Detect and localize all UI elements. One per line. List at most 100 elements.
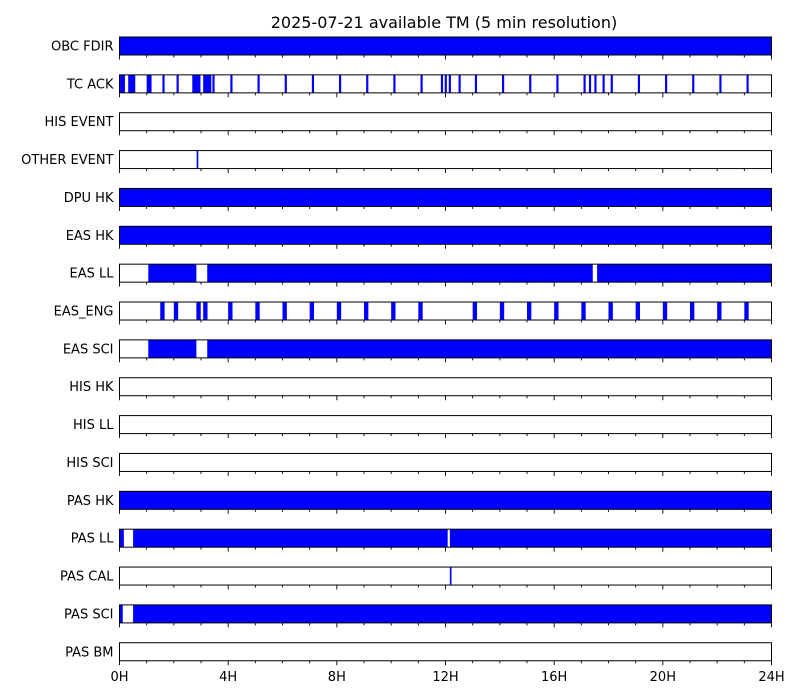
row-label: PAS SCI (64, 607, 113, 622)
row-frame (119, 415, 772, 435)
timeline-row: EAS HK (66, 225, 772, 249)
timeline-row: PAS LL (71, 528, 772, 552)
timeline-row: PAS BM (65, 642, 772, 666)
row-frame (119, 301, 772, 321)
availability-segment (133, 604, 772, 623)
x-tick-label: 8H (328, 670, 346, 685)
availability-segment (255, 302, 260, 321)
availability-segment (336, 302, 342, 321)
row-frame (119, 377, 772, 397)
timeline-row: OBC FDIR (51, 36, 772, 60)
availability-segment (391, 302, 396, 321)
row-label: EAS_ENG (54, 305, 114, 320)
availability-segment (192, 74, 201, 93)
availability-segment (662, 302, 668, 321)
timeline-row: PAS CAL (60, 566, 772, 590)
availability-segment (257, 74, 260, 93)
row-label: OBC FDIR (51, 40, 114, 55)
availability-segment (597, 264, 772, 283)
availability-segment (203, 74, 212, 93)
availability-segment (366, 74, 369, 93)
row-label: EAS SCI (63, 342, 114, 357)
row-label: PAS LL (71, 532, 115, 547)
availability-segment (148, 264, 197, 283)
availability-segment (472, 302, 478, 321)
availability-segment (133, 529, 448, 548)
row-label: TC ACK (66, 77, 114, 92)
availability-segment (746, 74, 749, 93)
timeline-row: PAS SCI (64, 604, 772, 628)
availability-segment (196, 150, 199, 169)
row-label: OTHER EVENT (21, 153, 113, 168)
availability-segment (583, 74, 586, 93)
availability-segment (444, 74, 447, 93)
row-frame (119, 452, 772, 472)
availability-segment (228, 302, 233, 321)
availability-segment (128, 74, 136, 93)
availability-segment (554, 302, 559, 321)
row-label: EAS LL (70, 267, 115, 282)
availability-segment (119, 37, 772, 55)
availability-segment (637, 74, 641, 93)
availability-segment (717, 302, 722, 321)
row-label: PAS BM (65, 645, 113, 660)
availability-segment (418, 302, 423, 321)
availability-segment (203, 302, 208, 321)
availability-segment (230, 74, 233, 93)
availability-segment (120, 74, 125, 93)
availability-segment (719, 74, 722, 93)
availability-segment (207, 264, 593, 283)
availability-segment (635, 302, 641, 321)
x-axis: 0H 4H 8H 12H 16H 20H 24H (110, 670, 784, 685)
availability-segment (146, 74, 152, 93)
timeline-row: EAS SCI (63, 339, 772, 363)
row-frame (119, 642, 772, 662)
availability-segment (608, 302, 613, 321)
availability-segment (364, 302, 369, 321)
availability-segment (440, 74, 444, 93)
availability-segment (119, 188, 772, 207)
availability-segment (148, 339, 197, 358)
availability-segment (610, 74, 613, 93)
availability-segment (119, 529, 124, 548)
timeline-row: DPU HK (64, 187, 772, 211)
x-tick-label: 16H (541, 670, 567, 685)
availability-segment (309, 302, 315, 321)
availability-segment (393, 74, 396, 93)
timeline-row: HIS SCI (66, 452, 772, 476)
timeline-row: HIS LL (73, 415, 772, 439)
availability-segment (602, 74, 605, 93)
availability-segment (311, 74, 315, 93)
x-tick-label: 20H (650, 670, 676, 685)
timeline-row: HIS EVENT (45, 112, 772, 136)
availability-segment (207, 339, 772, 358)
chart-title: 2025-07-21 available TM (5 min resolutio… (271, 13, 617, 32)
row-label: DPU HK (64, 191, 114, 206)
timeline-row: TC ACK (66, 74, 772, 98)
availability-segment (529, 74, 532, 93)
availability-segment (458, 74, 461, 93)
timeline-row: OTHER EVENT (21, 150, 772, 174)
availability-segment (594, 74, 597, 93)
x-tick-label: 12H (432, 670, 458, 685)
availability-segment (449, 567, 452, 586)
availability-segment (160, 302, 165, 321)
availability-segment (556, 74, 559, 93)
row-label: EAS HK (66, 229, 114, 244)
availability-segment (692, 74, 695, 93)
row-label: PAS CAL (60, 570, 114, 585)
row-frame (119, 150, 772, 170)
availability-segment (284, 74, 287, 93)
availability-segment (162, 74, 165, 93)
availability-segment (339, 74, 342, 93)
row-label: PAS HK (67, 494, 114, 509)
availability-segment (420, 74, 423, 93)
timeline-row: PAS HK (67, 490, 772, 514)
availability-segment (119, 226, 772, 245)
availability-segment (665, 74, 668, 93)
row-label: HIS HK (69, 380, 114, 395)
timeline-row: HIS HK (69, 377, 772, 401)
row-frame (119, 566, 772, 586)
availability-segment (449, 529, 772, 548)
timeline-row: EAS_ENG (54, 301, 772, 325)
